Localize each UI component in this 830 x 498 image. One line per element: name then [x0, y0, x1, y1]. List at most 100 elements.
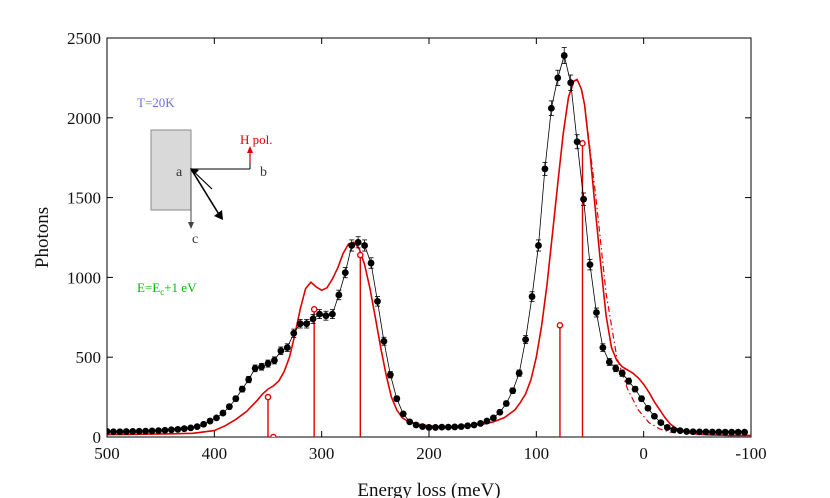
- data-point: [605, 358, 613, 366]
- data-point: [573, 138, 581, 146]
- data-point: [200, 420, 208, 428]
- data-point: [206, 417, 214, 425]
- data-point: [451, 423, 459, 431]
- x-tick-label: 500: [94, 444, 120, 463]
- data-point: [129, 428, 137, 435]
- data-point: [367, 259, 375, 267]
- data-point: [438, 423, 446, 431]
- data-point: [148, 427, 156, 435]
- x-tick-label: 0: [639, 444, 648, 463]
- plot-area: [107, 47, 751, 437]
- data-point: [322, 312, 330, 320]
- data-point: [374, 297, 381, 305]
- data-point: [631, 385, 639, 393]
- data-point: [580, 195, 587, 203]
- data-point: [683, 428, 690, 435]
- data-point: [702, 428, 710, 436]
- data-point: [734, 428, 742, 436]
- axis-b-label: b: [260, 165, 267, 180]
- data-point: [341, 269, 349, 277]
- data-point: [380, 337, 388, 345]
- temperature-label: T=20K: [137, 95, 175, 110]
- data-point: [651, 412, 658, 420]
- y-tick-label: 500: [76, 348, 102, 367]
- fit-curve: [107, 78, 751, 437]
- data-point: [593, 309, 600, 316]
- y-tick-label: 2500: [67, 29, 101, 48]
- data-point: [213, 414, 220, 422]
- data-point: [110, 428, 117, 436]
- data-point: [535, 242, 542, 249]
- axis-c-label: c: [192, 232, 198, 247]
- data-point: [715, 428, 723, 436]
- data-point: [599, 344, 607, 352]
- data-point: [721, 428, 729, 436]
- data-point: [232, 395, 240, 403]
- stem-marker: [357, 251, 364, 259]
- annotations: T=20K H pol. a b c E=Ec+1 eV: [137, 95, 273, 297]
- data-point: [116, 428, 124, 436]
- energy-prefix: E=E: [137, 280, 160, 295]
- beam-out-line: [190, 168, 221, 217]
- beam-in-arrow-icon: [190, 168, 199, 175]
- data-point: [399, 410, 407, 418]
- beam-out-arrow-icon: [214, 210, 223, 220]
- data-point: [483, 417, 491, 425]
- stem-marker: [556, 321, 564, 329]
- x-tick-label: 100: [524, 444, 550, 463]
- y-tick-label: 0: [93, 428, 102, 447]
- data-point: [657, 419, 665, 427]
- data-point: [142, 427, 150, 435]
- data-point: [193, 423, 201, 431]
- data-point: [541, 165, 549, 173]
- data-point: [496, 408, 504, 416]
- data-point: [522, 336, 529, 344]
- energy-subscript: c: [160, 287, 164, 297]
- data-point: [335, 291, 343, 299]
- y-tick-label: 1000: [67, 268, 101, 287]
- data-point: [406, 418, 414, 426]
- data-point: [329, 310, 336, 318]
- y-axis-title: Photons: [32, 207, 53, 268]
- data-point: [107, 428, 111, 435]
- x-tick-label: 300: [309, 444, 335, 463]
- energy-suffix: +1 eV: [164, 280, 197, 295]
- data-point: [251, 364, 259, 372]
- data-point: [174, 425, 182, 433]
- data-point: [245, 376, 253, 383]
- data-point: [283, 344, 291, 352]
- data-point: [264, 360, 272, 367]
- sample-rectangle: [150, 129, 192, 211]
- data-point: [386, 371, 394, 379]
- data-point: [696, 428, 703, 436]
- data-point: [135, 427, 143, 435]
- axis-a-label: a: [176, 165, 183, 180]
- x-tick-label: 200: [416, 444, 442, 463]
- data-point: [303, 320, 311, 328]
- data-line: [107, 54, 745, 433]
- data-point: [296, 320, 304, 328]
- data-point: [168, 426, 175, 434]
- data-point: [290, 329, 298, 337]
- data-point: [638, 395, 645, 403]
- data-point: [618, 369, 626, 377]
- stem-marker: [270, 433, 277, 437]
- data-point: [122, 428, 130, 435]
- energy-label: E=Ec+1 eV: [137, 280, 197, 297]
- data-point: [277, 347, 285, 355]
- data-point: [425, 424, 433, 431]
- data-point: [464, 422, 472, 430]
- data-point: [612, 364, 620, 372]
- fit-dashdot-curve: [584, 104, 682, 435]
- data-point: [361, 242, 368, 249]
- data-point: [741, 428, 748, 436]
- h-pol-arrow-icon: [247, 146, 253, 153]
- plot-frame: [106, 37, 752, 438]
- data-point: [412, 421, 420, 429]
- data-point: [258, 363, 265, 371]
- data-point: [515, 369, 523, 377]
- data-point: [502, 400, 510, 407]
- data-point: [554, 74, 562, 82]
- data-point: [309, 315, 317, 323]
